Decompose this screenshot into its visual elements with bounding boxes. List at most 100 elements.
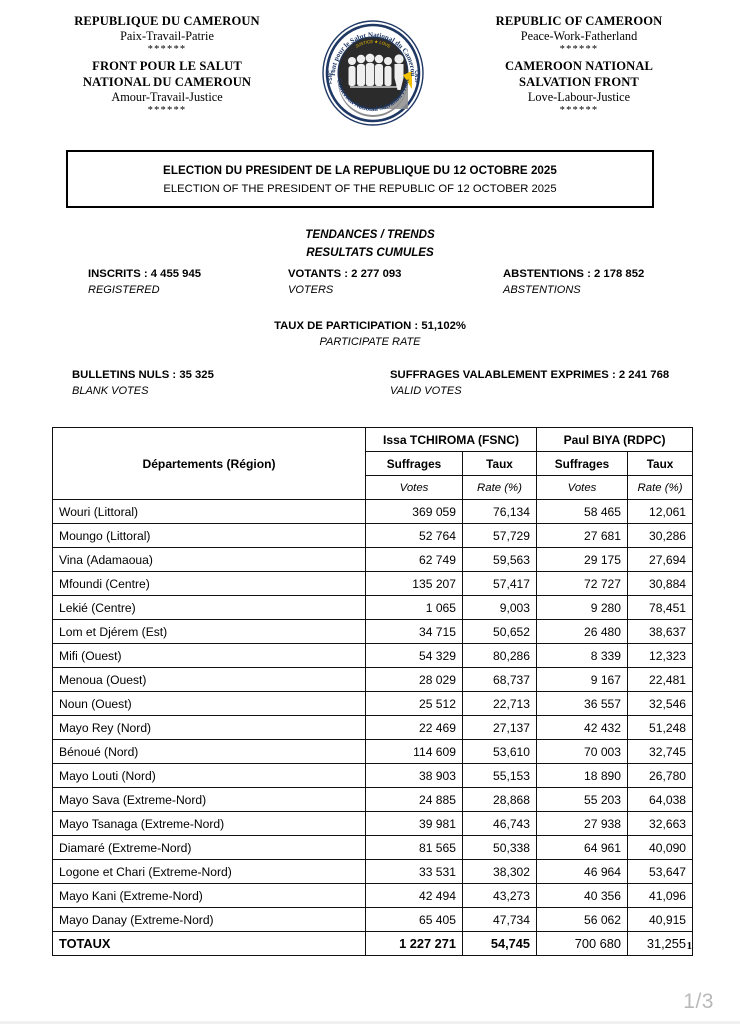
table-row: Wouri (Littoral) 369 059 76,134 58 465 12,06… — [52, 499, 694, 524]
stars-divider-1-fr: ****** — [147, 44, 187, 56]
results-table-body: Wouri (Littoral) 369 059 76,134 58 465 12,06… — [52, 499, 694, 956]
cell-c2-votes: 27 938 — [536, 811, 629, 836]
page-number: 1 — [686, 941, 692, 952]
cell-department: Mfoundi (Centre) — [52, 571, 366, 596]
cell-c2-rate: 32,663 — [627, 811, 694, 836]
trends-line-2: RESULTATS CUMULES — [306, 245, 434, 259]
cell-c2-votes: 72 727 — [536, 571, 629, 596]
cell-department: Mayo Danay (Extreme-Nord) — [52, 907, 366, 932]
trends-line-1: TENDANCES / TRENDS — [305, 228, 435, 241]
party-name-en-line1: CAMEROON NATIONAL — [504, 59, 654, 74]
cell-c1-rate: 46,743 — [461, 811, 538, 836]
table-row: Noun (Ouest) 25 512 22,713 36 557 32,546 — [52, 691, 694, 716]
party-name-en-line2: SALVATION FRONT — [519, 74, 639, 89]
bottom-rule — [0, 1021, 740, 1024]
table-row: Lom et Djérem (Est) 34 715 50,652 26 480 38,… — [52, 619, 694, 644]
cell-c2-rate: 40,915 — [627, 907, 694, 932]
results-table-wrapper: Départements (Région) Issa TCHIROMA (FSN… — [52, 427, 694, 956]
cell-c2-votes: 58 465 — [536, 499, 629, 524]
table-row: Moungo (Littoral) 52 764 57,729 27 681 30,28… — [52, 523, 694, 548]
stars-divider-1-en: ****** — [559, 44, 599, 56]
header-c2-votes-fr-text: Suffrages — [554, 456, 610, 471]
cell-c2-votes: 46 964 — [536, 859, 629, 884]
header-c2-rate-en: Rate (%) — [627, 475, 694, 500]
cell-c1-rate: 50,652 — [461, 619, 538, 644]
table-row: Mifi (Ouest) 54 329 80,286 8 339 12,323 — [52, 643, 694, 668]
table-row: Mayo Rey (Nord) 22 469 27,137 42 432 51,248 — [52, 715, 694, 740]
party-name-fr-line2: NATIONAL DU CAMEROUN — [82, 74, 252, 89]
republic-motto-en: Peace-Work-Fatherland — [520, 29, 638, 44]
cell-c2-rate: 38,637 — [627, 619, 694, 644]
cell-department: Mayo Kani (Extreme-Nord) — [52, 883, 366, 908]
stars-divider-2-en: ****** — [559, 105, 599, 117]
svg-text:JUSTICE ★ LOVE: JUSTICE ★ LOVE — [354, 39, 391, 49]
cell-c2-votes: 36 557 — [536, 691, 629, 716]
header-c1-votes-en-text: Votes — [399, 481, 429, 494]
header-c2-rate-en-text: Rate (%) — [637, 481, 683, 494]
table-row: Diamaré (Extreme-Nord) 81 565 50,338 64 961… — [52, 835, 694, 860]
cell-c1-votes: 34 715 — [365, 619, 463, 644]
cell-c1-rate: 43,273 — [461, 883, 538, 908]
stat-voters: VOTANTS : 2 277 093 VOTERS — [288, 268, 401, 296]
cell-c2-votes: 9 280 — [536, 595, 629, 620]
cell-department: Mayo Tsanaga (Extreme-Nord) — [52, 811, 366, 836]
cell-c1-votes: 65 405 — [365, 907, 463, 932]
results-table-head: Départements (Région) Issa TCHIROMA (FSN… — [52, 427, 694, 500]
cell-department: Mayo Louti (Nord) — [52, 763, 366, 788]
cell-c1-rate: 55,153 — [461, 763, 538, 788]
table-row: Lekié (Centre) 1 065 9,003 9 280 78,451 — [52, 595, 694, 620]
stat-valid-votes-fr: SUFFRAGES VALABLEMENT EXPRIMES : 2 241 7… — [390, 369, 670, 381]
cell-department: Noun (Ouest) — [52, 691, 366, 716]
cell-c1-votes: 135 207 — [365, 571, 463, 596]
republic-name-en: REPUBLIC OF CAMEROON — [495, 14, 663, 28]
emblem-logo: Front pour le Salut National du Cameroun… — [320, 19, 426, 127]
cell-c2-rate: 12,061 — [627, 499, 694, 524]
document-title-french: ELECTION DU PRESIDENT DE LA REPUBLIQUE D… — [163, 163, 557, 177]
stat-valid-votes-en: VALID VOTES — [390, 385, 462, 397]
table-row-totals: TOTAUX 1 227 271 54,745 700 680 31,255 — [52, 931, 694, 956]
republic-name-fr: REPUBLIQUE DU CAMEROUN — [74, 14, 260, 28]
cell-c2-votes: 40 356 — [536, 883, 629, 908]
cell-c1-rate: 28,868 — [461, 787, 538, 812]
svg-text:CNSF: CNSF — [413, 70, 419, 84]
cell-department: Bénoué (Nord) — [52, 739, 366, 764]
cell-c1-votes: 24 885 — [365, 787, 463, 812]
cell-c2-rate: 78,451 — [627, 595, 694, 620]
cell-c1-votes: 33 531 — [365, 859, 463, 884]
results-table: Départements (Région) Issa TCHIROMA (FSN… — [52, 427, 694, 956]
cell-department: Moungo (Littoral) — [52, 523, 366, 548]
cell-c2-rate: 32,546 — [627, 691, 694, 716]
header-c2-votes-en-text: Votes — [567, 481, 597, 494]
cell-department: Lekié (Centre) — [52, 595, 366, 620]
cell-department: Mayo Sava (Extreme-Nord) — [52, 787, 366, 812]
cell-c1-votes: 39 981 — [365, 811, 463, 836]
header-candidate-biya: Paul BIYA (RDPC) — [536, 427, 694, 452]
table-row: Mayo Kani (Extreme-Nord) 42 494 43,273 40 3… — [52, 883, 694, 908]
cell-c1-votes: 38 903 — [365, 763, 463, 788]
stat-abstentions-fr: ABSTENTIONS : 2 178 852 — [503, 268, 645, 280]
cell-c1-votes: 1 065 — [365, 595, 463, 620]
cell-c1-rate: 53,610 — [461, 739, 538, 764]
cell-c1-rate: 9,003 — [461, 595, 538, 620]
cell-c1-rate: 57,417 — [461, 571, 538, 596]
cell-c2-votes: 9 167 — [536, 667, 629, 692]
header-c2-rate-fr: Taux — [627, 451, 694, 476]
cell-c1-rate: 80,286 — [461, 643, 538, 668]
cell-totals-label: TOTAUX — [52, 931, 366, 956]
party-motto-fr: Amour-Travail-Justice — [111, 90, 223, 105]
cell-c2-votes: 42 432 — [536, 715, 629, 740]
cell-c1-votes: 25 512 — [365, 691, 463, 716]
cell-c1-rate: 68,737 — [461, 667, 538, 692]
header-c1-votes-fr-text: Suffrages — [386, 456, 442, 471]
header-c2-votes-en: Votes — [536, 475, 629, 500]
cell-totals-c1-rate: 54,745 — [461, 931, 538, 956]
letterhead-french: REPUBLIQUE DU CAMEROUN Paix-Travail-Patr… — [22, 14, 312, 116]
stat-blank-votes-en: BLANK VOTES — [72, 385, 149, 397]
cell-department: Vina (Adamaoua) — [52, 547, 366, 572]
republic-motto-fr: Paix-Travail-Patrie — [120, 29, 214, 44]
cell-department: Diamaré (Extreme-Nord) — [52, 835, 366, 860]
cell-c1-rate: 57,729 — [461, 523, 538, 548]
table-row: Mayo Tsanaga (Extreme-Nord) 39 981 46,743 2… — [52, 811, 694, 836]
document-title-box: ELECTION DU PRESIDENT DE LA REPUBLIQUE D… — [66, 150, 654, 208]
cell-c1-votes: 81 565 — [365, 835, 463, 860]
